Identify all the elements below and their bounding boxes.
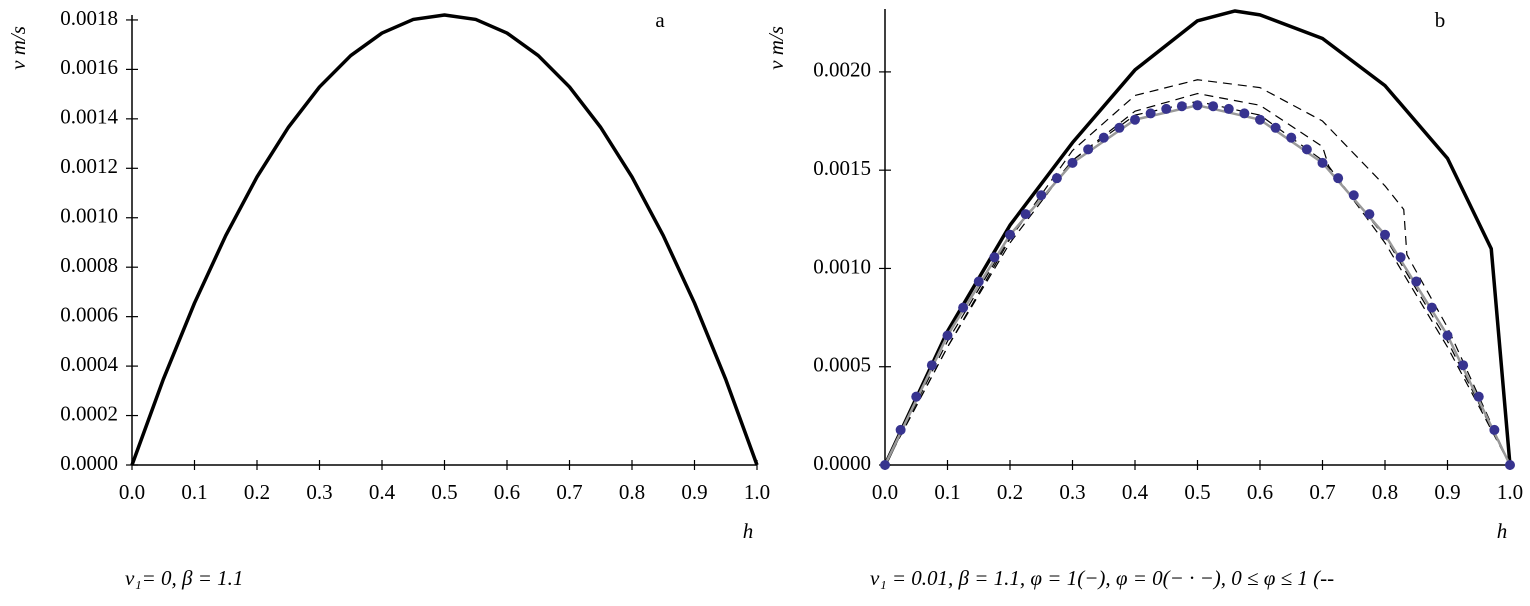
data-point bbox=[1286, 132, 1297, 143]
data-point bbox=[1348, 190, 1359, 201]
data-point bbox=[1020, 209, 1031, 220]
data-point bbox=[942, 330, 953, 341]
data-point bbox=[1489, 424, 1500, 435]
data-point bbox=[895, 424, 906, 435]
x-tick-label: 0.8 bbox=[1372, 480, 1398, 504]
x-tick-label: 1.0 bbox=[744, 480, 770, 504]
data-point bbox=[1223, 103, 1234, 114]
data-point bbox=[1192, 100, 1203, 111]
data-point bbox=[1270, 122, 1281, 133]
data-point bbox=[911, 391, 922, 402]
data-point bbox=[1130, 114, 1140, 125]
x-tick-label: 0.9 bbox=[681, 480, 707, 504]
data-point bbox=[1145, 108, 1156, 119]
x-tick-label: 0.4 bbox=[1122, 480, 1149, 504]
y-tick-label: 0.0010 bbox=[60, 204, 118, 228]
y-tick-label: 0.0016 bbox=[60, 55, 118, 79]
data-point bbox=[1098, 132, 1109, 143]
data-point bbox=[1395, 252, 1406, 263]
caption: v₁ = 0.01, β = 1.1, φ = 1(−), φ = 0(− · … bbox=[870, 566, 1334, 590]
panel-label: b bbox=[1435, 8, 1446, 32]
x-tick-label: 0.2 bbox=[244, 480, 270, 504]
y-tick-label: 0.0000 bbox=[813, 451, 871, 475]
x-tick-label: 0.3 bbox=[306, 480, 332, 504]
data-point bbox=[1364, 209, 1375, 220]
data-point bbox=[989, 252, 1000, 263]
data-point bbox=[973, 276, 984, 287]
x-tick-label: 0.5 bbox=[431, 480, 457, 504]
x-tick-label: 0.4 bbox=[369, 480, 396, 504]
x-tick-label: 0.9 bbox=[1434, 480, 1460, 504]
x-tick-label: 0.3 bbox=[1059, 480, 1085, 504]
y-tick-label: 0.0002 bbox=[60, 401, 118, 425]
y-tick-label: 0.0000 bbox=[60, 451, 118, 475]
panel-label: a bbox=[655, 8, 665, 32]
x-axis-label: h bbox=[1497, 519, 1508, 543]
series-line bbox=[884, 79, 1511, 466]
x-tick-label: 0.6 bbox=[1247, 480, 1273, 504]
data-point bbox=[1333, 173, 1344, 184]
data-point bbox=[880, 460, 890, 470]
y-tick-label: 0.0010 bbox=[813, 254, 871, 278]
y-tick-label: 0.0006 bbox=[60, 302, 118, 326]
x-tick-label: 0.6 bbox=[494, 480, 520, 504]
data-point bbox=[1426, 302, 1437, 313]
data-point bbox=[1458, 360, 1469, 371]
data-point bbox=[1442, 330, 1453, 341]
series-line bbox=[130, 13, 759, 466]
x-tick-label: 0.7 bbox=[1309, 480, 1335, 504]
data-point bbox=[1161, 103, 1172, 114]
data-point bbox=[1255, 114, 1265, 125]
x-tick-label: 0.8 bbox=[619, 480, 645, 504]
x-tick-label: 0.0 bbox=[119, 480, 145, 504]
x-axis-label: h bbox=[743, 519, 754, 543]
y-tick-label: 0.0005 bbox=[813, 353, 871, 377]
data-point bbox=[1005, 229, 1015, 240]
x-tick-label: 0.7 bbox=[556, 480, 582, 504]
y-tick-label: 0.0004 bbox=[60, 352, 118, 376]
data-point bbox=[958, 302, 969, 313]
data-point bbox=[1114, 122, 1125, 133]
y-tick-label: 0.0014 bbox=[60, 105, 118, 129]
data-point bbox=[1067, 157, 1078, 168]
series-line bbox=[883, 9, 1512, 466]
data-point bbox=[1380, 229, 1390, 240]
y-tick-label: 0.0012 bbox=[60, 154, 118, 178]
data-point bbox=[1301, 144, 1312, 155]
x-tick-label: 0.1 bbox=[934, 480, 960, 504]
data-point bbox=[1208, 101, 1219, 112]
data-point bbox=[1317, 157, 1328, 168]
data-point bbox=[1176, 101, 1187, 112]
data-point bbox=[926, 360, 937, 371]
y-axis-label: v m/s bbox=[6, 26, 30, 70]
y-tick-label: 0.0018 bbox=[60, 6, 118, 30]
data-point bbox=[1239, 108, 1250, 119]
y-tick-label: 0.0015 bbox=[813, 156, 871, 180]
data-point bbox=[1411, 276, 1422, 287]
x-tick-label: 0.2 bbox=[997, 480, 1023, 504]
data-point bbox=[1505, 460, 1515, 470]
x-tick-label: 0.1 bbox=[181, 480, 207, 504]
data-point bbox=[1473, 391, 1484, 402]
data-point bbox=[1036, 190, 1047, 201]
y-axis-label: v m/s bbox=[764, 26, 788, 70]
x-tick-label: 0.5 bbox=[1184, 480, 1210, 504]
y-tick-label: 0.0020 bbox=[813, 58, 871, 82]
y-tick-label: 0.0008 bbox=[60, 253, 118, 277]
x-tick-label: 1.0 bbox=[1497, 480, 1523, 504]
caption: v₁= 0, β = 1.1 bbox=[125, 566, 243, 590]
data-point bbox=[1051, 173, 1062, 184]
x-tick-label: 0.0 bbox=[872, 480, 898, 504]
data-point bbox=[1083, 144, 1094, 155]
